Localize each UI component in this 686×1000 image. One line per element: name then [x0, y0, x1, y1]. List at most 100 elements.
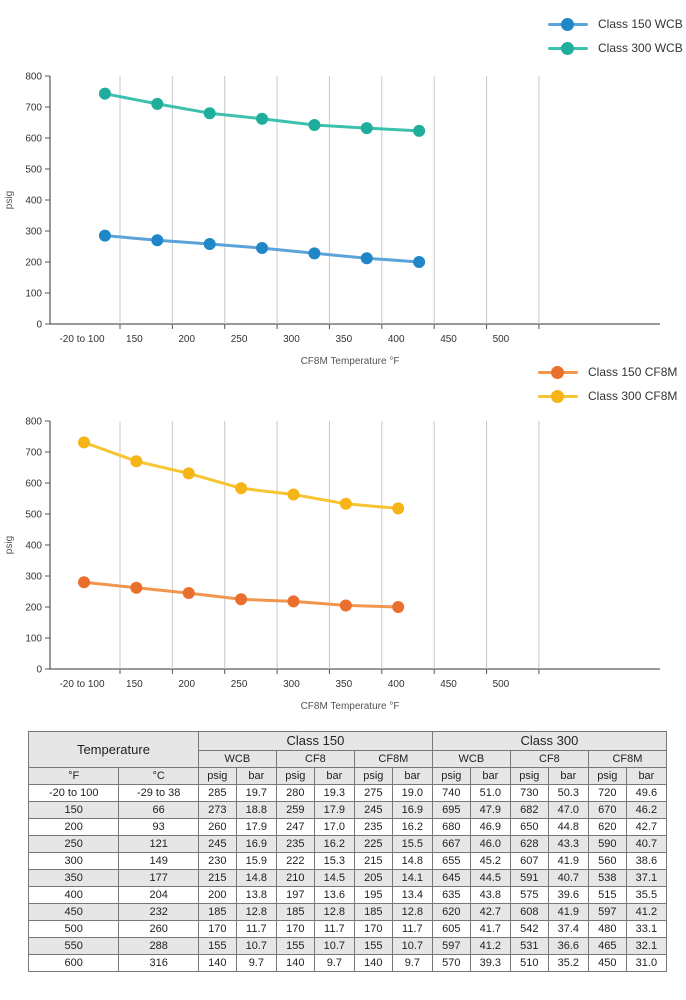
table-cell: 285	[197, 784, 237, 802]
table-cell: 40.7	[625, 835, 668, 853]
table-cell: 17.9	[235, 818, 277, 836]
table-cell: 260	[197, 818, 237, 836]
table-row: 400 204 200 13.8 197 13.6 195 13.4 635 43.8 575 39.…	[27, 886, 668, 904]
table-cell: 510	[509, 954, 549, 972]
y-tick-label: 400	[25, 541, 42, 552]
table-row: 550 288 155 10.7 155 10.7 155 10.7 597 41.2 531 36.…	[27, 937, 668, 955]
table-cell: 10.7	[313, 937, 355, 955]
unit-header: psig	[509, 767, 549, 785]
x-tick-label: -20 to 100	[59, 334, 104, 345]
unit-header: bar	[235, 767, 277, 785]
table-cell: 9.7	[313, 954, 355, 972]
data-point	[203, 238, 216, 251]
table-cell: 670	[587, 801, 627, 819]
x-tick-label: 200	[178, 679, 195, 690]
x-tick-label: 350	[335, 334, 352, 345]
table-cell: 225	[353, 835, 393, 853]
unit-header: bar	[625, 767, 668, 785]
table-cell: 515	[587, 886, 627, 904]
table-cell: 32.1	[625, 937, 668, 955]
legend-chart-1: Class 150 WCB Class 300 WCB	[548, 12, 683, 60]
table-cell: 19.0	[391, 784, 433, 802]
table-cell: 17.9	[313, 801, 355, 819]
table-cell: 40.7	[547, 869, 589, 887]
table-cell: 41.2	[469, 937, 511, 955]
y-tick-label: 700	[25, 103, 42, 114]
table-cell: 260	[118, 920, 199, 938]
table-cell: 14.8	[391, 852, 433, 870]
table-cell: 36.6	[547, 937, 589, 955]
table-cell: 607	[509, 852, 549, 870]
table-cell: 197	[275, 886, 315, 904]
table-cell: 245	[197, 835, 237, 853]
table-cell: 19.7	[235, 784, 277, 802]
table-cell: 12.8	[391, 903, 433, 921]
table-cell: 170	[353, 920, 393, 938]
table-cell: 300	[27, 852, 120, 870]
table-cell: 44.5	[469, 869, 511, 887]
unit-header-c: °C	[118, 767, 199, 785]
y-tick-label: 700	[25, 448, 42, 459]
table-cell: 121	[118, 835, 199, 853]
table-cell: 280	[275, 784, 315, 802]
table-cell: 210	[275, 869, 315, 887]
table-row: -20 to 100 -29 to 38 285 19.7 280 19.3 275 19.0…	[27, 784, 668, 802]
data-point	[308, 247, 321, 260]
material-header: CF8	[275, 750, 355, 768]
table-cell: 47.9	[469, 801, 511, 819]
data-point	[339, 599, 352, 612]
wcb-pressure-chart: -20 to 100 150 200 250 300 350 400 450 500 0 100 20…	[4, 72, 660, 367]
data-point	[151, 97, 164, 110]
table-cell: 275	[353, 784, 393, 802]
table-cell: 42.7	[469, 903, 511, 921]
table-cell: 44.8	[547, 818, 589, 836]
y-tick-label: 400	[25, 196, 42, 207]
table-cell: 591	[509, 869, 549, 887]
y-tick-label: 600	[25, 479, 42, 490]
table-cell: 35.2	[547, 954, 589, 972]
legend-label-class300-wcb: Class 300 WCB	[598, 41, 683, 55]
table-cell: 215	[197, 869, 237, 887]
data-point	[235, 593, 248, 606]
table-cell: 11.7	[313, 920, 355, 938]
x-tick-label: 400	[388, 679, 405, 690]
data-point	[182, 587, 195, 600]
table-cell: 155	[353, 937, 393, 955]
unit-header: bar	[547, 767, 589, 785]
table-cell: 12.8	[235, 903, 277, 921]
table-cell: 247	[275, 818, 315, 836]
table-cell: -20 to 100	[27, 784, 120, 802]
legend-label-class300-cf8m: Class 300 CF8M	[588, 389, 678, 403]
table-cell: 235	[353, 818, 393, 836]
table-cell: 155	[275, 937, 315, 955]
table-cell: 600	[27, 954, 120, 972]
legend-item-class300-cf8m: Class 300 CF8M	[538, 384, 677, 408]
data-point	[130, 581, 143, 594]
cf8m-pressure-chart: -20 to 100 150 200 250 300 350 400 450 500 0 100 20…	[4, 417, 660, 712]
table-cell: 480	[587, 920, 627, 938]
table-cell: 16.2	[391, 818, 433, 836]
material-header: CF8	[509, 750, 589, 768]
table-cell: 13.6	[313, 886, 355, 904]
pressure-temperature-table: Temperature Class 150 Class 300 WCB CF8 CF…	[27, 731, 668, 972]
material-header: CF8M	[353, 750, 433, 768]
table-cell: 17.0	[313, 818, 355, 836]
data-point	[235, 482, 248, 495]
table-cell: 288	[118, 937, 199, 955]
table-cell: 39.6	[547, 886, 589, 904]
table-cell: 170	[197, 920, 237, 938]
data-point	[339, 497, 352, 510]
table-cell: 37.4	[547, 920, 589, 938]
table-cell: 140	[275, 954, 315, 972]
x-tick-label: 400	[388, 334, 405, 345]
table-cell: 650	[509, 818, 549, 836]
legend-item-class150-wcb: Class 150 WCB	[548, 12, 683, 36]
y-tick-label: 100	[25, 289, 42, 300]
y-tick-label: 600	[25, 134, 42, 145]
table-cell: 41.9	[547, 852, 589, 870]
table-cell: 730	[509, 784, 549, 802]
table-cell: 170	[275, 920, 315, 938]
data-point	[203, 107, 216, 120]
table-cell: 31.0	[625, 954, 668, 972]
x-tick-label: 500	[493, 334, 510, 345]
